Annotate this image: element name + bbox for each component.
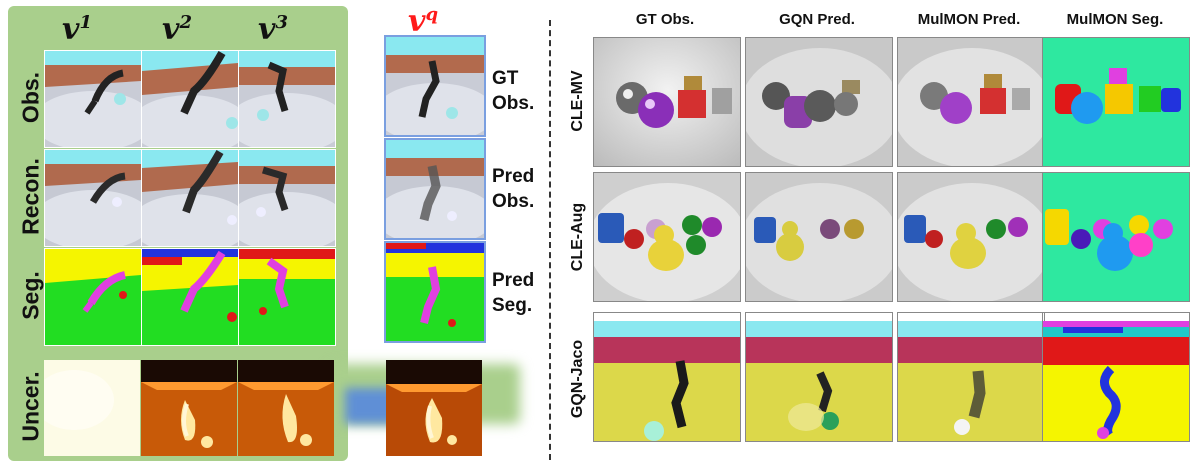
cle-aug-gqn-pred — [745, 172, 893, 302]
cle-mv-mulmon-seg — [1042, 37, 1190, 167]
cle-aug-mulmon-pred — [897, 172, 1045, 302]
col-header-mulmon-pred: MulMON Pred. — [917, 11, 1021, 28]
query-side-label-pred-obs: Pred Obs. — [492, 166, 535, 212]
gqn-jaco-gqn-pred — [745, 312, 893, 442]
query-gt-obs-image — [384, 35, 486, 137]
col-header-gqn-pred: GQN Pred. — [779, 11, 855, 28]
row-label-gqn-jaco: GQN-Jaco — [569, 339, 586, 419]
row-label-cle-aug: CLE-Aug — [569, 202, 586, 272]
panel-divider — [549, 20, 551, 460]
view-label-3: v3 — [258, 12, 288, 47]
cle-aug-mulmon-seg — [1042, 172, 1190, 302]
view-label-1: v1 — [62, 12, 92, 47]
obs-image-v1 — [44, 50, 142, 148]
query-pred-obs-image — [384, 138, 486, 240]
row-label-cle-mv: CLE-MV — [569, 70, 586, 132]
uncertainty-image-v2 — [141, 360, 237, 456]
row-label-obs: Obs. — [17, 71, 44, 124]
query-side-label-gt-obs: GT Obs. — [492, 68, 535, 114]
cle-mv-gt-obs — [593, 37, 741, 167]
query-side-label-pred-seg: Pred Seg. — [492, 270, 535, 316]
cle-mv-mulmon-pred — [897, 37, 1045, 167]
row-label-recon: Recon. — [17, 158, 44, 235]
recon-image-v3 — [238, 149, 336, 247]
col-header-gt-obs: GT Obs. — [635, 11, 695, 28]
row-label-uncer: Uncer. — [17, 371, 44, 442]
obs-image-v2 — [141, 50, 239, 148]
cle-mv-gqn-pred — [745, 37, 893, 167]
obs-image-v3 — [238, 50, 336, 148]
seg-image-v3 — [238, 248, 336, 346]
seg-image-v1 — [44, 248, 142, 346]
recon-image-v2 — [141, 149, 239, 247]
gqn-jaco-gt-obs — [593, 312, 741, 442]
recon-image-v1 — [44, 149, 142, 247]
gqn-jaco-mulmon-pred — [897, 312, 1045, 442]
view-label-2: v2 — [162, 12, 192, 47]
uncertainty-image-v1 — [44, 360, 140, 456]
query-pred-seg-image — [384, 241, 486, 343]
cle-aug-gt-obs — [593, 172, 741, 302]
uncertainty-image-v3 — [238, 360, 334, 456]
gqn-jaco-mulmon-seg — [1042, 312, 1190, 442]
col-header-mulmon-seg: MulMON Seg. — [1066, 11, 1164, 28]
uncertainty-image-query — [386, 360, 482, 456]
row-label-seg: Seg. — [17, 271, 44, 320]
query-view-label: vq — [408, 4, 439, 39]
seg-image-v2 — [141, 248, 239, 346]
